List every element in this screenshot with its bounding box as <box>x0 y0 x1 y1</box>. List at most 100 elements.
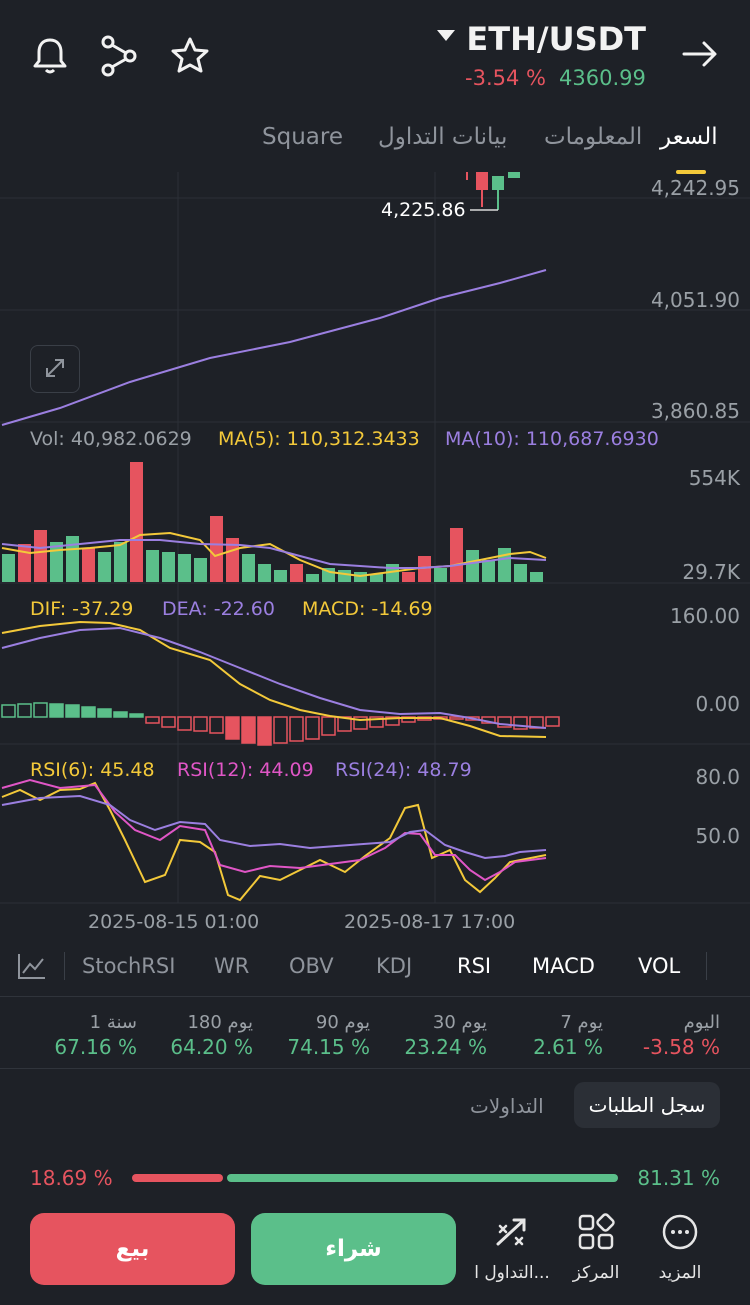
volume-bar <box>146 550 159 582</box>
macd-dif-label: DIF: -37.29 <box>30 598 134 620</box>
rsi6-label: RSI(6): 45.48 <box>30 759 155 781</box>
perf-label: 180 يوم <box>187 1012 253 1033</box>
volume-bar <box>50 542 63 582</box>
indicator-tab-kdj[interactable]: KDJ <box>376 954 413 978</box>
vol-label: Vol: 40,982.0629 <box>30 428 192 450</box>
macd-bar <box>305 716 320 740</box>
bell-icon[interactable] <box>28 34 72 78</box>
indicator-tab-rsi[interactable]: RSI <box>457 954 492 978</box>
expand-icon[interactable] <box>30 345 80 393</box>
tab-trades[interactable]: التداولات <box>470 1094 544 1118</box>
volume-bar <box>402 572 415 582</box>
low-price-marker: 4,225.86 <box>381 199 466 221</box>
vol-axis-label: 554K <box>688 466 740 490</box>
volume-bar <box>514 564 527 582</box>
indicator-tab-vol[interactable]: VOL <box>638 954 681 978</box>
perf-label: اليوم <box>683 1012 720 1033</box>
tab-trading-data[interactable]: بيانات التداول <box>378 124 508 150</box>
macd-bar <box>177 716 192 731</box>
volume-bar <box>306 574 319 582</box>
divider <box>0 1068 750 1069</box>
arrow-right-icon[interactable] <box>678 32 722 76</box>
perf-label: 1 سنة <box>89 1012 137 1033</box>
perf-value: 64.20 % <box>170 1035 253 1059</box>
indicator-chart-icon[interactable] <box>16 950 48 986</box>
star-icon[interactable] <box>168 34 212 78</box>
indicator-tab-obv[interactable]: OBV <box>289 954 334 978</box>
vol-ma10-label: MA(10): 110,687.6930 <box>445 428 659 450</box>
last-price: 4360.99 <box>559 66 646 90</box>
macd-bar <box>369 716 384 728</box>
caret-down-icon[interactable] <box>437 30 455 41</box>
volume-bar <box>354 572 367 582</box>
tab-price[interactable]: السعر <box>660 124 718 150</box>
volume-bar <box>274 570 287 582</box>
macd-bar <box>209 716 224 734</box>
buy-button[interactable]: شراء <box>251 1213 456 1285</box>
rsi12-line <box>1 778 547 882</box>
perf-value: 2.61 % <box>533 1035 603 1059</box>
perf-30d: 30 يوم 23.24 % <box>404 1012 487 1059</box>
volume-bar <box>434 568 447 582</box>
perf-1y: 1 سنة 67.16 % <box>54 1012 137 1059</box>
perf-90d: 90 يوم 74.15 % <box>287 1012 370 1059</box>
perf-value: -3.58 % <box>642 1035 720 1059</box>
tab-active-underline <box>676 170 706 174</box>
tab-square[interactable]: Square <box>262 124 343 150</box>
macd-bar <box>465 716 480 721</box>
volume-bar <box>450 528 463 582</box>
macd-bar <box>225 716 240 740</box>
macd-bar <box>321 716 336 736</box>
volume-bar <box>98 552 111 582</box>
volume-bar <box>194 558 207 582</box>
volume-bar <box>130 462 143 582</box>
nav-more[interactable]: المزيد <box>650 1212 710 1283</box>
volume-bar <box>242 554 255 582</box>
macd-dif-line <box>1 620 547 738</box>
divider <box>0 996 750 997</box>
indicator-divider <box>706 952 707 980</box>
volume-bar <box>82 548 95 582</box>
candles <box>466 172 520 211</box>
volume-bar <box>290 564 303 582</box>
tab-order-book[interactable]: سجل الطلبات <box>574 1082 720 1128</box>
buy-ratio: 81.31 % <box>637 1166 720 1190</box>
macd-axis-label: 160.00 <box>670 604 740 628</box>
ratio-bar <box>132 1174 618 1182</box>
nav-center[interactable]: المركز <box>566 1212 626 1283</box>
share-icon[interactable] <box>98 34 142 78</box>
rsi-axis-label: 80.0 <box>695 765 740 789</box>
sell-button[interactable]: بيع <box>30 1213 235 1285</box>
perf-label: 90 يوم <box>315 1012 370 1033</box>
indicator-tab-wr[interactable]: WR <box>214 954 250 978</box>
volume-bar <box>338 570 351 582</box>
pair-title[interactable]: ETH/USDT <box>466 20 646 58</box>
macd-bar <box>193 716 208 732</box>
macd-bar <box>81 706 96 718</box>
macd-bar <box>97 708 112 718</box>
macd-bar <box>545 716 560 727</box>
vol-ma5-line <box>1 531 547 578</box>
perf-7d: 7 يوم 2.61 % <box>533 1012 603 1059</box>
volume-bar <box>258 564 271 582</box>
perf-today: اليوم -3.58 % <box>643 1012 720 1059</box>
nav-trade[interactable]: التداول ا... <box>470 1212 554 1283</box>
volume-bar <box>466 550 479 582</box>
perf-label: 30 يوم <box>432 1012 487 1033</box>
candle <box>508 172 520 178</box>
grid-icon <box>578 1213 615 1250</box>
price-axis-label: 3,860.85 <box>650 399 740 423</box>
rsi12-label: RSI(12): 44.09 <box>177 759 314 781</box>
macd-bar <box>33 702 48 718</box>
indicator-tab-stochrsi[interactable]: StochRSI <box>82 954 176 978</box>
tab-info[interactable]: المعلومات <box>544 124 643 150</box>
volume-bar <box>530 572 543 582</box>
kline-chart[interactable] <box>0 172 750 907</box>
indicator-tab-macd[interactable]: MACD <box>532 954 595 978</box>
chart-grid <box>0 172 750 904</box>
macd-dea-line <box>1 626 547 729</box>
macd-bar <box>65 704 80 718</box>
volume-bar <box>418 556 431 582</box>
perf-value: 67.16 % <box>54 1035 137 1059</box>
macd-bar <box>49 703 64 718</box>
